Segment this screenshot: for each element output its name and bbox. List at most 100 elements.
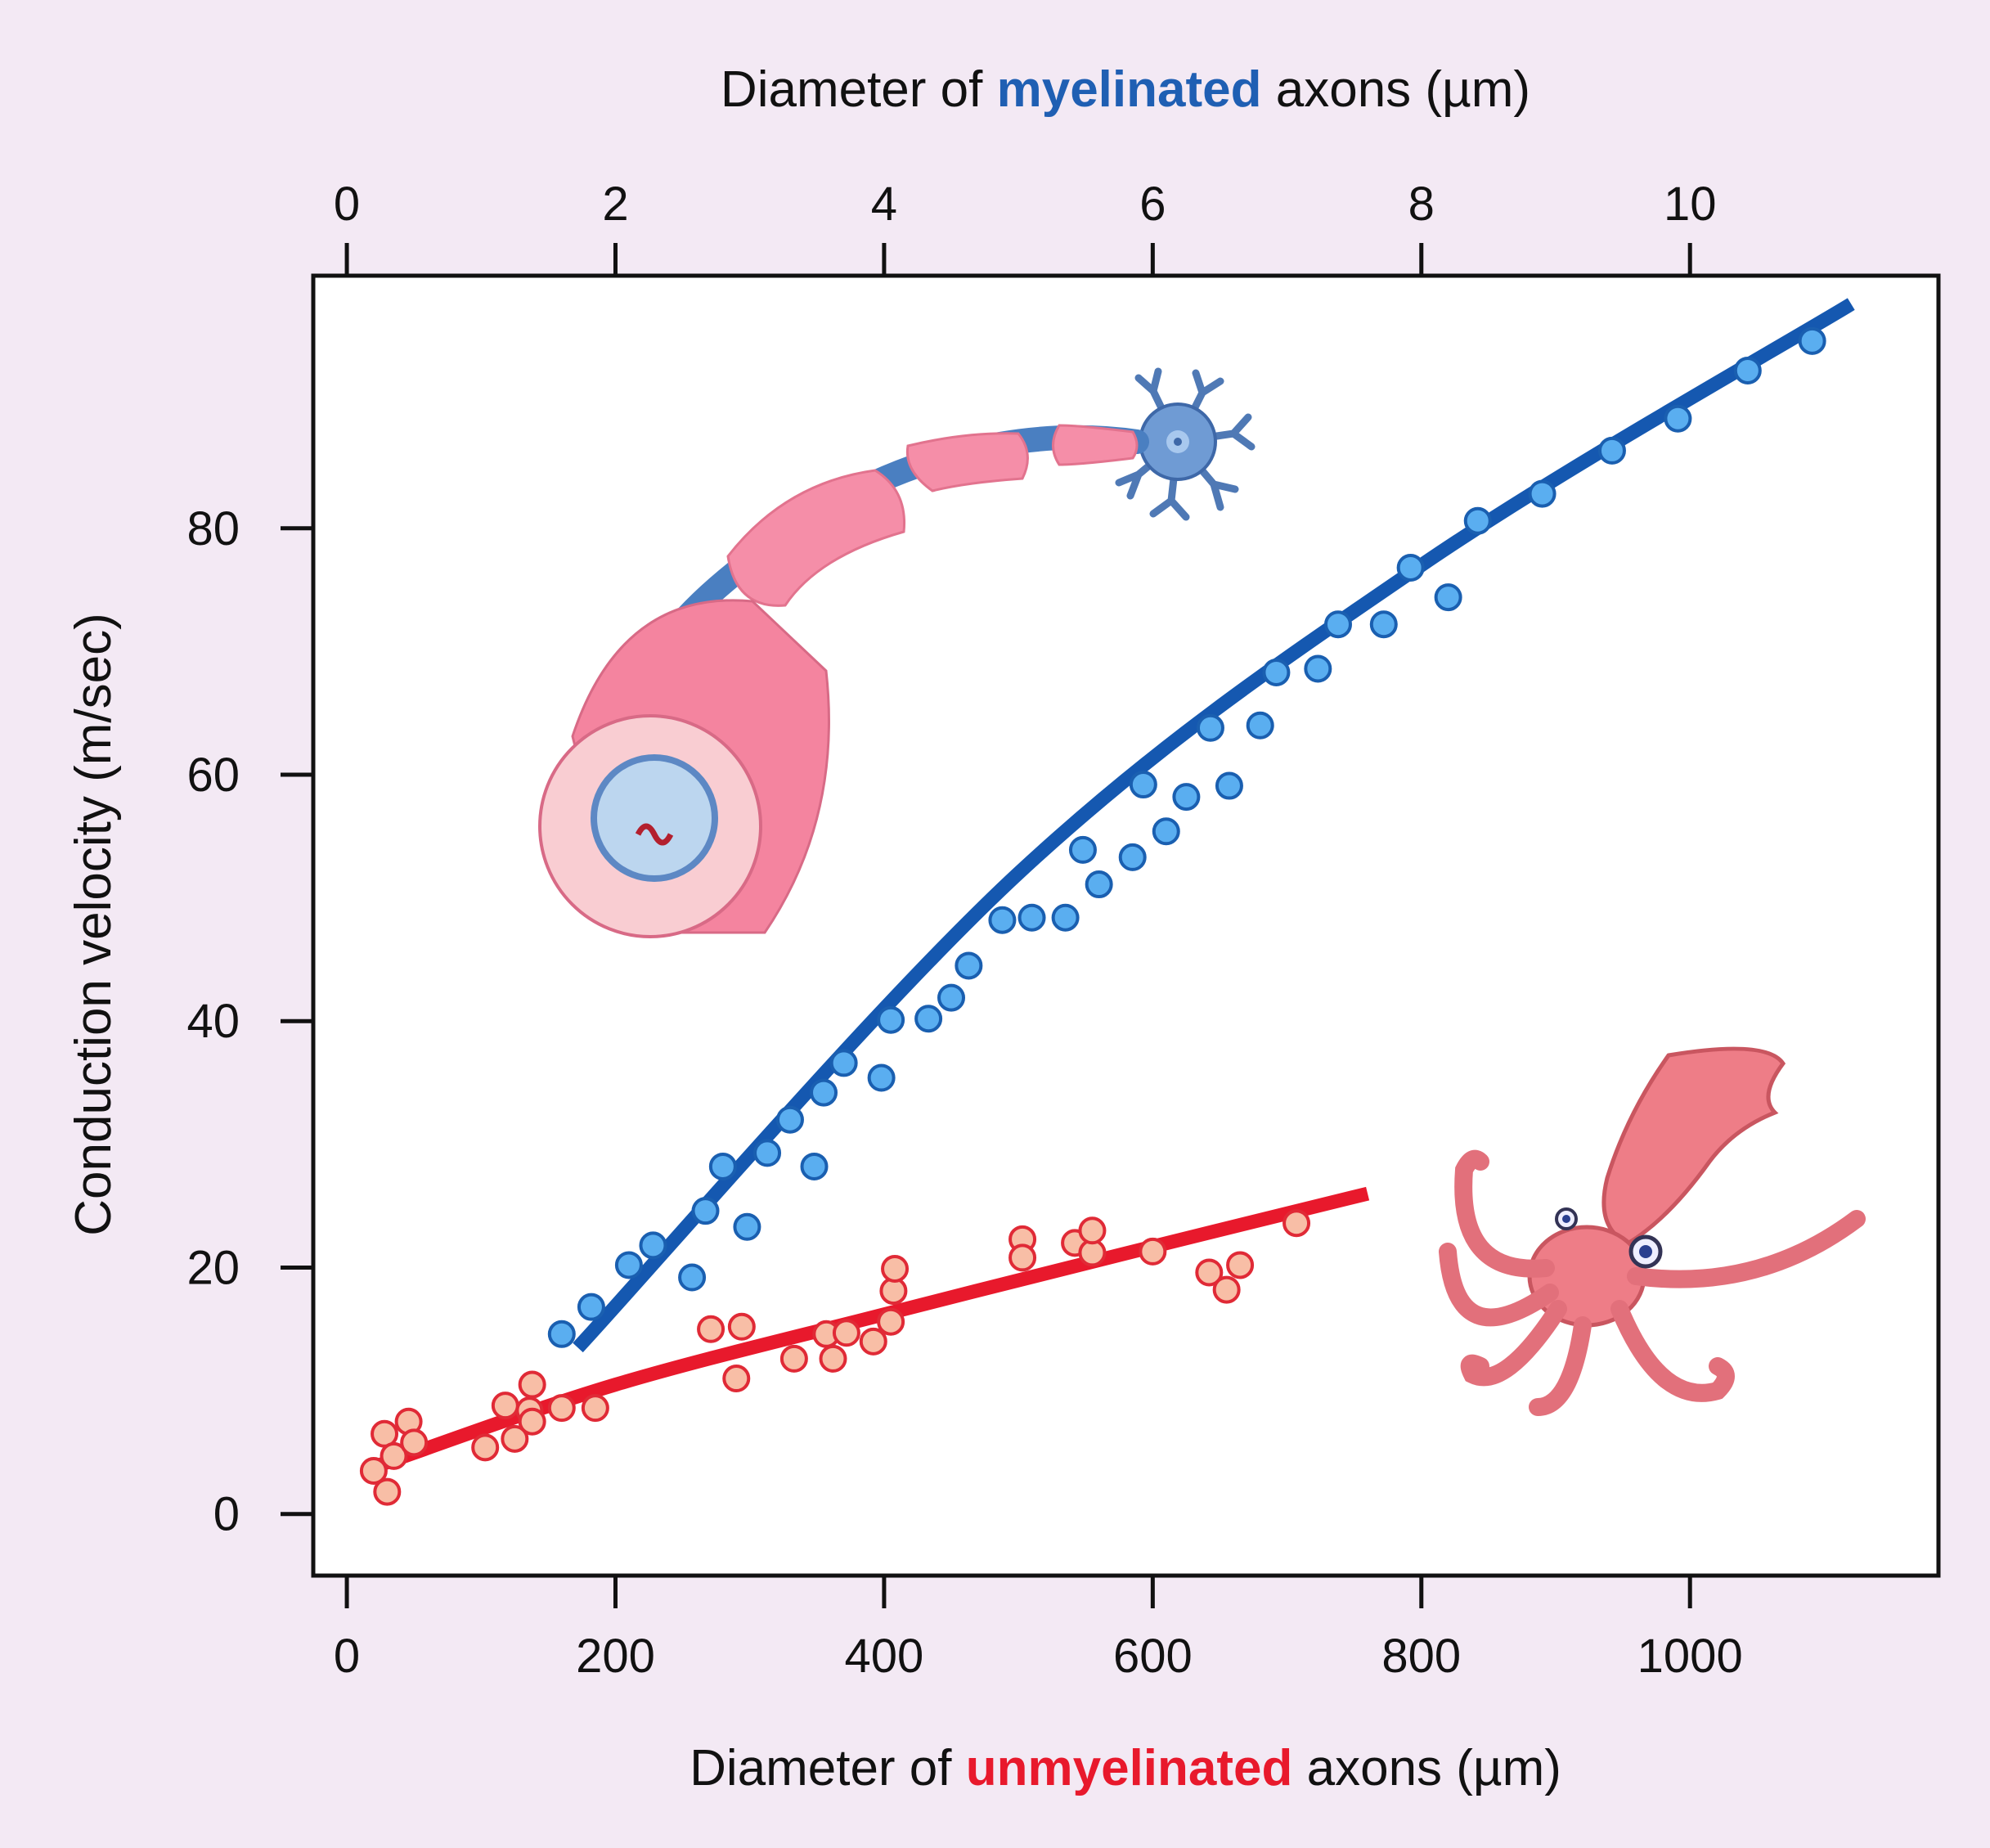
bottom-axis-title-part-1: Diameter of <box>690 1740 966 1796</box>
myelinated-data-point <box>678 1263 707 1292</box>
unmyelinated-data-point <box>697 1315 725 1343</box>
bottom-axis-tick-label: 1000 <box>1637 1630 1743 1683</box>
unmyelinated-data-point <box>1212 1275 1241 1304</box>
unmyelinated-data-point <box>859 1327 887 1356</box>
myelinated-data-point <box>988 906 1017 934</box>
unmyelinated-data-point <box>400 1428 429 1457</box>
bottom-axis-title: Diameter of unmyelinated axons (µm) <box>690 1740 1561 1796</box>
myelinated-data-point <box>1733 356 1762 384</box>
unmyelinated-data-point <box>380 1441 408 1470</box>
bottom-axis-tick-label: 400 <box>845 1630 924 1683</box>
top-axis-tick-label: 8 <box>1408 178 1435 231</box>
myelinated-data-point <box>1369 610 1398 639</box>
myelinated-data-point <box>877 1005 905 1034</box>
y-axis-tick-label: 20 <box>186 1241 240 1294</box>
myelinated-data-point <box>1172 783 1201 812</box>
myelinated-data-point <box>1434 583 1462 612</box>
unmyelinated-data-point <box>1008 1243 1037 1272</box>
bottom-axis-tick-label: 0 <box>334 1630 360 1683</box>
y-axis-tick-label: 40 <box>186 995 240 1048</box>
myelinated-data-point <box>1129 771 1157 799</box>
myelinated-data-point <box>1597 436 1626 465</box>
unmyelinated-data-point <box>518 1370 546 1399</box>
y-axis-tick-label: 80 <box>186 502 240 555</box>
myelinated-axon-illustration <box>538 367 1256 938</box>
neuron-cell-body-icon <box>1115 367 1256 521</box>
myelinated-data-point <box>1051 903 1080 932</box>
bottom-x-axis: 0 200 400 600 800 1000 <box>334 1576 1743 1683</box>
top-axis-title-highlight: myelinated <box>997 61 1262 118</box>
bottom-axis-tick-label: 200 <box>576 1630 655 1683</box>
myelinated-data-point <box>1196 713 1224 742</box>
myelinated-data-point <box>1118 843 1147 871</box>
top-axis-tick-label: 2 <box>602 178 628 231</box>
myelinated-data-point <box>1323 610 1352 639</box>
unmyelinated-data-point <box>722 1365 751 1393</box>
unmyelinated-data-point <box>1226 1251 1255 1279</box>
top-axis-title-part-3: axons (µm) <box>1262 61 1531 118</box>
myelinated-data-point <box>914 1005 943 1033</box>
squid-illustration <box>1439 1046 1866 1416</box>
plot-area <box>311 273 1941 1578</box>
y-axis: 0 20 40 60 80 <box>186 502 313 1541</box>
bottom-axis-tick-label: 800 <box>1381 1630 1461 1683</box>
myelinated-data-point <box>955 951 983 980</box>
top-axis-title: Diameter of myelinated axons (µm) <box>721 61 1530 118</box>
unmyelinated-data-point <box>501 1424 529 1453</box>
squid-icon <box>1439 1046 1866 1416</box>
unmyelinated-data-point <box>877 1307 905 1336</box>
myelinated-data-point <box>547 1320 576 1348</box>
myelinated-data-point <box>1528 479 1557 508</box>
unmyelinated-data-point <box>819 1344 847 1373</box>
top-axis-tick-label: 0 <box>334 178 360 231</box>
myelinated-data-point <box>1068 835 1097 864</box>
unmyelinated-data-point <box>373 1477 402 1506</box>
top-x-axis: 0 2 4 6 8 10 <box>334 178 1717 276</box>
top-axis-tick-label: 4 <box>871 178 897 231</box>
data-points <box>359 326 1826 1506</box>
myelinated-data-point <box>614 1251 643 1279</box>
unmyelinated-data-point <box>1078 1216 1107 1245</box>
unmyelinated-data-point <box>881 1254 910 1283</box>
myelinated-data-point <box>1463 506 1492 535</box>
unmyelinated-data-point <box>1282 1209 1311 1238</box>
unmyelinated-data-point <box>471 1433 500 1462</box>
myelinated-data-point <box>753 1139 782 1167</box>
myelinated-data-point <box>867 1063 896 1092</box>
bottom-axis-title-highlight: unmyelinated <box>966 1740 1293 1796</box>
myelinated-data-point <box>1215 771 1243 800</box>
myelinated-data-point <box>577 1293 605 1321</box>
myelinated-data-point <box>1017 903 1046 932</box>
bottom-axis-tick-label: 600 <box>1113 1630 1193 1683</box>
myelinated-data-point <box>733 1212 761 1241</box>
myelinated-data-point <box>810 1078 838 1107</box>
myelinated-data-point <box>1246 711 1274 740</box>
unmyelinated-data-point <box>518 1407 546 1436</box>
unmyelinated-data-point <box>1195 1258 1224 1287</box>
bottom-axis-title-part-3: axons (µm) <box>1292 1740 1561 1796</box>
y-axis-tick-label: 60 <box>186 749 240 802</box>
myelinated-data-point <box>1152 817 1180 846</box>
top-axis-title-part-1: Diameter of <box>721 61 997 118</box>
myelinated-fit-line <box>573 298 1855 1353</box>
unmyelinated-data-point <box>491 1392 519 1420</box>
unmyelinated-data-point <box>547 1394 576 1423</box>
myelinated-data-point <box>1262 658 1291 686</box>
top-axis-tick-label: 10 <box>1664 178 1717 231</box>
y-axis-title: Conduction velocity (m/sec) <box>65 613 122 1236</box>
myelinated-data-point <box>1396 553 1425 582</box>
y-axis-tick-label: 0 <box>213 1488 240 1541</box>
myelinated-data-point <box>1085 870 1113 899</box>
unmyelinated-data-point <box>359 1456 388 1485</box>
top-axis-tick-label: 6 <box>1139 178 1166 231</box>
myelinated-data-point <box>800 1152 829 1180</box>
unmyelinated-data-point <box>581 1394 609 1423</box>
unmyelinated-data-point <box>1139 1237 1167 1266</box>
myelinated-data-point <box>1304 654 1332 683</box>
unmyelinated-data-point <box>727 1312 756 1341</box>
myelinated-data-point <box>937 983 966 1012</box>
myelinated-data-point <box>1798 326 1826 355</box>
unmyelinated-data-point <box>832 1319 860 1347</box>
myelinated-data-point <box>775 1105 804 1134</box>
